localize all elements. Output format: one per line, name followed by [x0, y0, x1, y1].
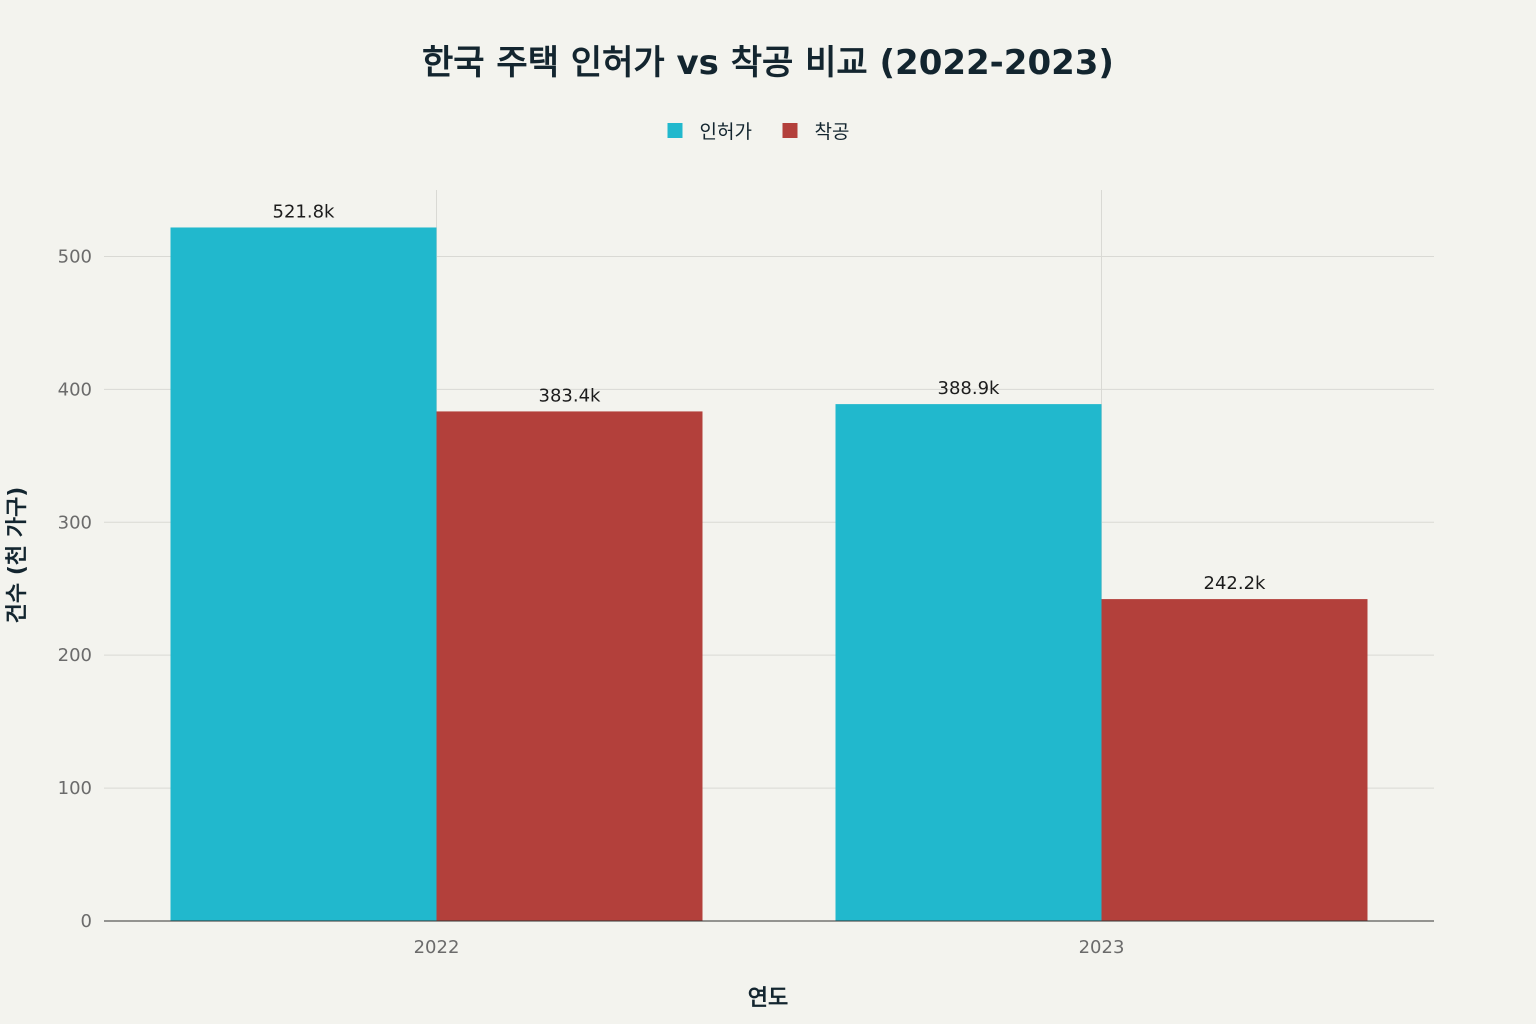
legend-item-인허가: 인허가 [667, 121, 752, 143]
x-tick-label: 2022 [414, 937, 460, 958]
y-tick-label: 500 [58, 246, 92, 267]
legend-swatch [667, 123, 683, 138]
chart-title: 한국 주택 인허가 vs 착공 비교 (2022-2023) [422, 43, 1114, 83]
legend-swatch [782, 123, 798, 138]
x-tick-label: 2023 [1079, 937, 1125, 958]
y-tick-label: 100 [58, 778, 92, 799]
legend: 인허가 착공 [667, 121, 850, 143]
bar-인허가-2022 [170, 227, 437, 922]
bar-착공-2022 [436, 411, 703, 921]
axes: 0 100 200 300 400 500 2022 2023 [58, 246, 1434, 958]
y-axis-title: 건수 (천 가구) [5, 487, 30, 624]
bar-value-label: 383.4k [539, 385, 602, 406]
legend-item-착공: 착공 [782, 121, 850, 143]
y-tick-label: 200 [58, 645, 92, 666]
legend-label: 착공 [815, 121, 850, 143]
legend-label: 인허가 [700, 121, 752, 143]
bar-value-label: 388.9k [938, 378, 1001, 399]
bars [170, 227, 1368, 922]
y-tick-label: 0 [81, 911, 92, 932]
bar-착공-2023 [1101, 599, 1368, 921]
bar-인허가-2023 [835, 404, 1102, 921]
data-labels: 521.8k 383.4k 388.9k 242.2k [273, 201, 1267, 594]
x-axis-title: 연도 [748, 986, 788, 1011]
bar-value-label: 242.2k [1204, 573, 1267, 594]
y-tick-label: 300 [58, 512, 92, 533]
y-tick-label: 400 [58, 379, 92, 400]
bar-value-label: 521.8k [273, 201, 336, 222]
